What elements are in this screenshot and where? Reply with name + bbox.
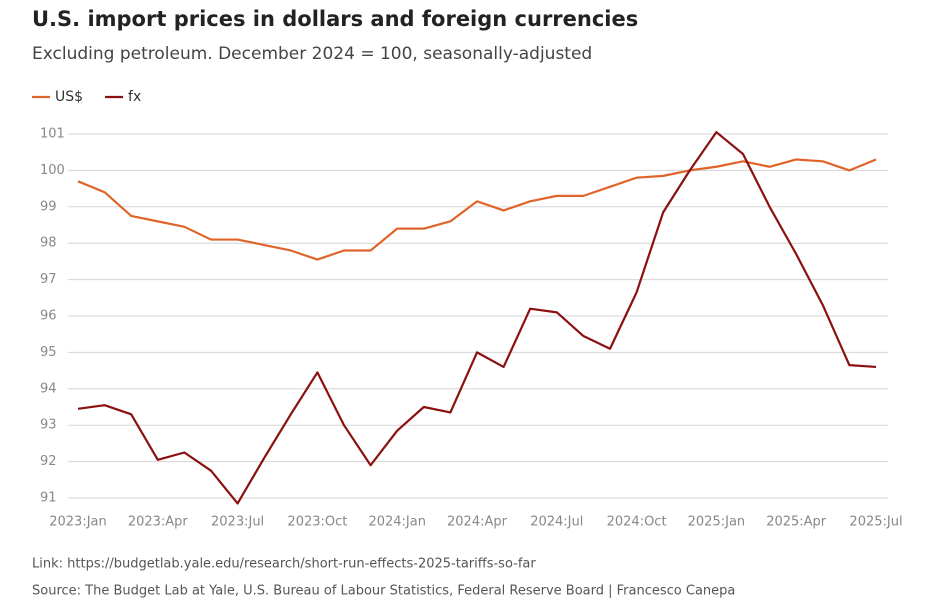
y-tick-label: 98 (40, 236, 57, 251)
x-tick-label: 2023:Jan (49, 515, 107, 530)
chart-title: U.S. import prices in dollars and foreig… (32, 7, 638, 31)
footnote: Source: The Budget Lab at Yale, U.S. Bur… (32, 584, 735, 599)
footnote: Link: https://budgetlab.yale.edu/researc… (32, 557, 536, 572)
x-tick-label: 2023:Oct (287, 515, 347, 530)
x-tick-label: 2023:Jul (211, 515, 264, 530)
x-tick-label: 2023:Apr (128, 515, 189, 530)
y-tick-label: 100 (40, 163, 65, 178)
x-tick-label: 2025:Jul (849, 515, 902, 530)
y-tick-label: 92 (40, 454, 57, 469)
x-tick-label: 2024:Jan (368, 515, 426, 530)
y-tick-label: 97 (40, 272, 57, 287)
y-tick-label: 91 (40, 491, 57, 506)
y-tick-label: 93 (40, 418, 57, 433)
x-tick-label: 2024:Oct (607, 515, 667, 530)
x-tick-label: 2024:Apr (447, 515, 508, 530)
x-tick-label: 2024:Jul (530, 515, 583, 530)
chart-subtitle: Excluding petroleum. December 2024 = 100… (32, 44, 592, 64)
y-tick-label: 95 (40, 345, 57, 360)
y-tick-label: 101 (40, 127, 65, 142)
y-tick-label: 94 (40, 381, 57, 396)
legend-label: fx (128, 89, 141, 105)
line (77, 158, 877, 261)
y-tick-label: 96 (40, 309, 57, 324)
y-tick-label: 99 (40, 199, 57, 214)
x-tick-label: 2025:Jan (688, 515, 746, 530)
line (77, 131, 877, 505)
legend-label: US$ (55, 89, 83, 105)
x-tick-label: 2025:Apr (766, 515, 827, 530)
